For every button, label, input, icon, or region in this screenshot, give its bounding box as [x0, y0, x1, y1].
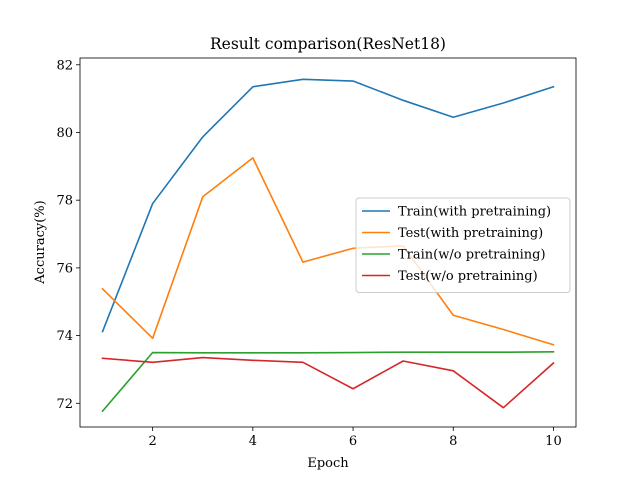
- y-tick-label: 78: [56, 194, 73, 209]
- x-axis-label: Epoch: [307, 456, 349, 471]
- legend-label-1: Train(with pretraining): [398, 205, 551, 220]
- y-axis-label: Accuracy(%): [33, 200, 48, 284]
- y-tick-label: 72: [56, 397, 73, 412]
- legend-label-4: Test(w/o pretraining): [398, 269, 538, 284]
- chart-title: Result comparison(ResNet18): [210, 35, 446, 53]
- y-tick-label: 74: [56, 329, 73, 344]
- x-tick-label: 2: [149, 434, 157, 449]
- x-axis-ticks: 2 4 6 8 10: [149, 427, 562, 449]
- series-line-2: [101, 157, 555, 346]
- x-tick-label: 10: [545, 434, 562, 449]
- y-tick-label: 80: [56, 126, 73, 141]
- y-tick-label: 76: [56, 261, 73, 276]
- legend: Train(with pretraining) Test(with pretrai…: [355, 197, 571, 293]
- x-tick-label: 8: [449, 434, 457, 449]
- legend-label-3: Train(w/o pretraining): [398, 248, 546, 263]
- series-line-3: [101, 351, 555, 413]
- legend-box: [355, 197, 571, 293]
- series-line-1: [101, 78, 555, 333]
- x-tick-label: 6: [349, 434, 357, 449]
- legend-label-2: Test(with pretraining): [398, 226, 543, 241]
- series-layer: [101, 78, 555, 413]
- y-axis-ticks: 72 74 76 78 80 82: [56, 58, 80, 412]
- x-tick-label: 4: [249, 434, 257, 449]
- y-tick-label: 82: [56, 58, 73, 73]
- series-line-4: [101, 356, 555, 409]
- plot-frame: [79, 57, 577, 428]
